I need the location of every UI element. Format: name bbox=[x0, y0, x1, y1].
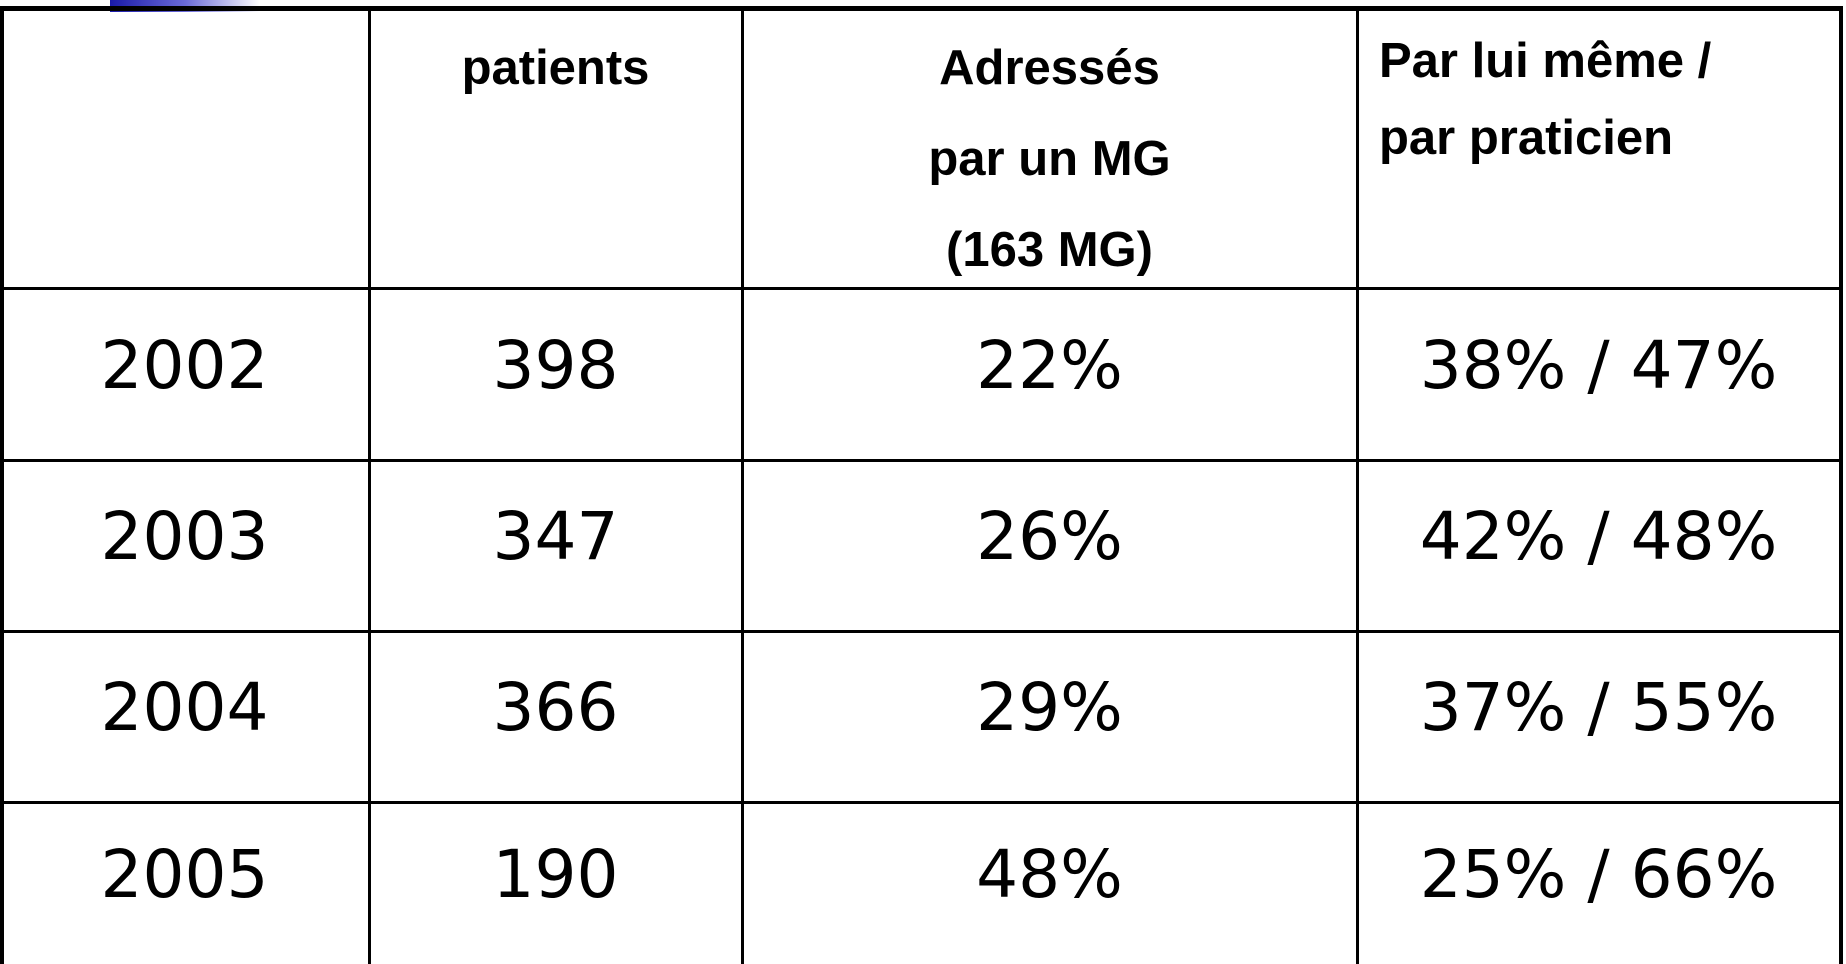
header-cell bbox=[0, 9, 369, 288]
row-border bbox=[0, 459, 1843, 462]
header-text: par un MG bbox=[928, 132, 1171, 186]
column-border bbox=[741, 9, 744, 964]
table-cell: 2004 bbox=[100, 669, 269, 746]
table-cell: 366 bbox=[492, 669, 619, 746]
table-cell: 48% bbox=[976, 835, 1123, 913]
header-cell: Adressés par un MG (163 MG) bbox=[742, 9, 1357, 288]
table-cell: 2002 bbox=[100, 326, 269, 404]
header-cell: patients bbox=[369, 9, 742, 288]
table-cell: 2005 bbox=[100, 835, 269, 913]
table-cell: 38% / 47% bbox=[1419, 326, 1778, 404]
column-border bbox=[1839, 9, 1843, 964]
table-cell: 25% / 66% bbox=[1419, 835, 1778, 913]
table-cell: 26% bbox=[976, 498, 1123, 575]
header-cell: Par lui même / par praticien bbox=[1357, 9, 1840, 288]
row-border bbox=[0, 801, 1843, 804]
row-border bbox=[0, 287, 1843, 290]
table-cell: 2003 bbox=[100, 498, 269, 575]
row-border bbox=[0, 630, 1843, 633]
column-border bbox=[368, 9, 371, 964]
header-text: Par lui même / bbox=[1379, 34, 1712, 88]
table-cell: 29% bbox=[976, 669, 1123, 746]
table-cell: 398 bbox=[492, 326, 619, 404]
table-cell: 190 bbox=[492, 835, 619, 913]
column-border bbox=[0, 9, 4, 964]
header-text: par praticien bbox=[1379, 111, 1674, 165]
table-cell: 22% bbox=[976, 326, 1123, 404]
table-cell: 42% / 48% bbox=[1419, 498, 1778, 575]
header-text: Adressés bbox=[939, 41, 1160, 95]
table-cell: 347 bbox=[492, 498, 619, 575]
column-border bbox=[1356, 9, 1359, 964]
row-border bbox=[0, 6, 1843, 11]
header-text: patients bbox=[461, 41, 650, 95]
table-cell: 37% / 55% bbox=[1419, 669, 1778, 746]
header-text: (163 MG) bbox=[946, 223, 1153, 277]
